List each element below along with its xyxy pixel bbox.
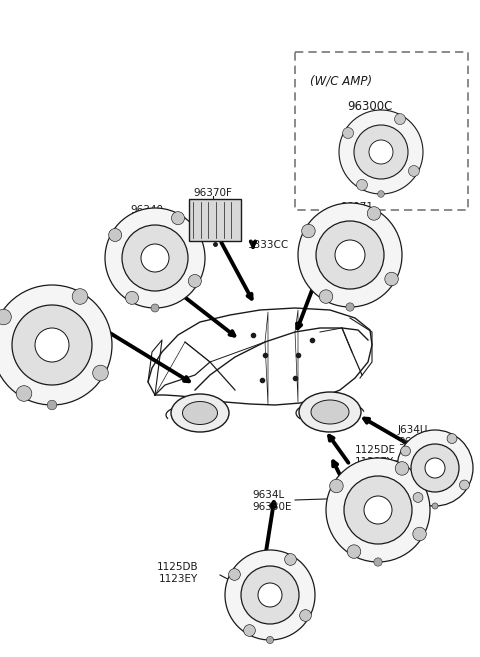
Circle shape [122,225,188,291]
Circle shape [343,127,354,139]
Text: 96370F: 96370F [193,188,232,198]
Circle shape [367,207,381,220]
Circle shape [285,554,296,565]
Circle shape [225,550,315,640]
Circle shape [374,558,382,566]
Circle shape [385,272,398,286]
Text: 96071: 96071 [340,202,373,212]
Circle shape [397,430,473,506]
Circle shape [93,365,108,381]
Circle shape [408,166,420,177]
Text: 1125DE
1120EY: 1125DE 1120EY [355,445,396,466]
Circle shape [330,479,343,493]
Circle shape [326,458,430,562]
Circle shape [354,125,408,179]
Circle shape [47,400,57,410]
Circle shape [316,221,384,289]
Circle shape [346,303,354,311]
Text: 96340
36340A: 96340 36340A [127,205,167,227]
Text: 96300C: 96300C [348,100,393,113]
Text: 1125DB
1123EY: 1125DB 1123EY [157,562,199,583]
Circle shape [411,444,459,492]
Circle shape [12,305,92,385]
Circle shape [258,583,282,607]
Circle shape [151,304,159,312]
Circle shape [188,275,201,288]
Bar [189,199,241,241]
Circle shape [378,191,384,197]
Circle shape [447,434,457,443]
Circle shape [108,229,121,242]
Circle shape [335,240,365,270]
Circle shape [241,566,299,624]
Circle shape [300,610,312,622]
Circle shape [266,637,274,644]
Circle shape [413,493,423,503]
Ellipse shape [182,401,217,424]
Circle shape [413,527,426,541]
Ellipse shape [299,392,361,432]
Circle shape [0,309,12,325]
Circle shape [319,290,333,304]
Ellipse shape [171,394,229,432]
Text: 36340
96330E: 36340 96330E [43,292,83,313]
Bar [295,52,468,210]
Circle shape [244,625,255,637]
Circle shape [369,140,393,164]
Circle shape [125,291,139,304]
Circle shape [347,545,361,558]
Circle shape [105,208,205,308]
Circle shape [0,285,112,405]
Ellipse shape [311,400,349,424]
Circle shape [432,503,438,509]
Circle shape [401,446,410,456]
Circle shape [395,462,409,475]
Circle shape [339,110,423,194]
Circle shape [228,569,240,580]
Circle shape [141,244,169,272]
Text: (W/C AMP): (W/C AMP) [310,75,372,88]
Text: J634U
96540A: J634U 96540A [398,425,438,447]
Circle shape [35,328,69,362]
Circle shape [301,224,315,238]
Circle shape [298,203,402,307]
Circle shape [357,179,368,191]
Circle shape [425,458,445,478]
Circle shape [395,114,406,125]
Circle shape [459,480,469,490]
Circle shape [364,496,392,524]
Circle shape [16,386,32,401]
Text: 1333CC: 1333CC [248,240,289,250]
Text: 9634L
96330E: 9634L 96330E [252,490,291,512]
Circle shape [72,288,88,304]
Circle shape [171,212,184,225]
Circle shape [344,476,412,544]
